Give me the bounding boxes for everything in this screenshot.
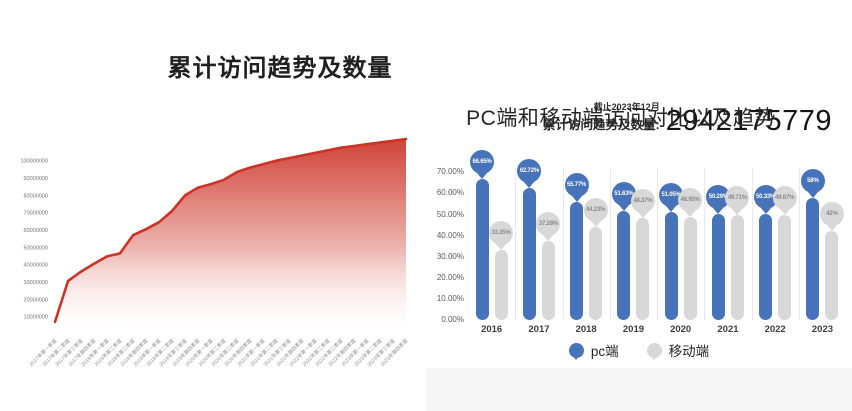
pc-bar xyxy=(570,202,584,320)
y-tick-label: 80000000 xyxy=(24,193,48,199)
year-label: 2018 xyxy=(575,324,597,335)
trend-line xyxy=(53,137,408,324)
bar-y-tick-label: 0.00% xyxy=(441,315,464,324)
footer-band xyxy=(426,368,852,411)
area-chart: 10000000 20000000 30000000 40000000 50000000… xyxy=(20,137,409,368)
legend-label: pc端 xyxy=(590,344,619,359)
mobile-value-balloon: 48.95% xyxy=(678,187,703,212)
y-tick-label: 30000000 xyxy=(24,280,48,286)
y-tick-label: 20000000 xyxy=(24,297,48,303)
pc-bar xyxy=(664,212,678,320)
mobile-value-balloon: 44.23% xyxy=(583,197,608,222)
pc-bar xyxy=(806,197,820,320)
group-separator xyxy=(704,168,706,320)
mobile-bar xyxy=(778,215,792,320)
bar-chart-x-axis: 2016 2017 2018 2019 2020 2021 2022 2023 xyxy=(468,324,846,338)
mobile-bar xyxy=(730,215,744,320)
bar-y-tick-label: 60.00% xyxy=(436,188,464,198)
pc-value-balloon: 66.65% xyxy=(470,150,495,175)
y-tick-label: 60000000 xyxy=(24,228,48,234)
right-chart-title: PC端和移动端访问对比以及趋势 xyxy=(466,107,776,131)
year-group: 55.77% 44.23% xyxy=(563,135,610,320)
year-group: 51.63% 48.37% xyxy=(610,135,657,320)
mobile-value-balloon: 37.28% xyxy=(536,212,561,237)
bar-y-tick-label: 40.00% xyxy=(436,230,464,240)
total-label: 累计访问趋势及数量: xyxy=(543,118,660,132)
y-tick-label: 90000000 xyxy=(24,176,48,182)
mobile-value-balloon: 33.35% xyxy=(489,220,514,245)
year-label: 2020 xyxy=(670,324,692,335)
pc-value-balloon: 55.77% xyxy=(564,173,589,198)
pc-bar xyxy=(711,213,725,320)
legend-marker-icon xyxy=(646,342,662,358)
year-label: 2021 xyxy=(717,324,739,335)
group-separator xyxy=(751,168,753,320)
left-chart-annotation: 截止2023年12月 累计访问趋势及数量: 2942175779 xyxy=(543,100,832,136)
bar-y-tick-label: 30.00% xyxy=(436,251,464,261)
group-separator xyxy=(609,168,611,320)
bar-y-tick-label: 10.00% xyxy=(436,293,464,303)
legend-marker-icon xyxy=(568,342,584,358)
total-value: 2942175779 xyxy=(665,105,832,137)
bar-y-tick-label: 20.00% xyxy=(436,272,464,282)
mobile-value-balloon: 49.67% xyxy=(772,186,797,211)
year-group: 62.72% 37.28% xyxy=(515,135,562,320)
mobile-bar xyxy=(494,249,508,320)
year-group: 50.29% 49.71% xyxy=(704,135,751,320)
y-tick-label: 100000000 xyxy=(20,159,48,165)
mobile-value-balloon: 42% xyxy=(819,202,844,227)
group-separator xyxy=(798,168,800,320)
year-group: 51.05% 48.95% xyxy=(657,135,704,320)
pc-bar xyxy=(617,211,631,320)
mobile-value-balloon: 48.37% xyxy=(630,188,655,213)
mobile-bar xyxy=(636,217,650,320)
year-label: 2016 xyxy=(481,324,503,335)
legend: pc端 移动端 xyxy=(426,340,852,360)
year-label: 2022 xyxy=(764,324,786,335)
group-separator xyxy=(515,168,517,320)
left-chart-title: 累计访问趋势及数量 xyxy=(167,55,393,83)
year-group: 58% 42% xyxy=(799,135,846,320)
pc-bar xyxy=(475,179,489,320)
year-group: 50.33% 49.67% xyxy=(752,135,799,320)
legend-item: pc端 xyxy=(568,340,619,360)
legend-label: 移动端 xyxy=(668,344,710,359)
pc-bar xyxy=(759,213,773,320)
group-separator xyxy=(657,168,658,320)
y-tick-label: 50000000 xyxy=(24,245,48,251)
y-tick-label: 40000000 xyxy=(24,263,48,269)
bar-y-tick-label: 70.00% xyxy=(436,167,464,177)
pc-value-balloon: 62.72% xyxy=(517,158,542,183)
bar-chart-y-axis: 0.00% 10.00% 20.00% 30.00% 40.00% 50.00% 60.00… xyxy=(426,135,464,324)
legend-item: 移动端 xyxy=(646,340,710,360)
y-tick-label: 10000000 xyxy=(24,315,48,321)
bar-y-tick-label: 50.00% xyxy=(436,209,464,219)
mobile-bar xyxy=(825,231,839,320)
annotation-labels: 截止2023年12月 累计访问趋势及数量: xyxy=(543,100,660,136)
area-fill xyxy=(55,139,406,334)
mobile-bar xyxy=(683,216,697,320)
y-tick-label: 70000000 xyxy=(24,211,48,217)
mobile-bar xyxy=(589,226,603,320)
year-label: 2019 xyxy=(622,324,645,335)
year-label: 2023 xyxy=(811,324,834,335)
group-separator xyxy=(562,168,564,320)
year-label: 2017 xyxy=(528,324,550,335)
bar-chart: 66.65% 33.35% 62.72% 37.28% 55.77% 44.23% 51.6… xyxy=(468,135,846,320)
mobile-bar xyxy=(541,241,555,320)
pc-bar xyxy=(522,187,536,320)
pc-value-balloon: 58% xyxy=(800,168,825,193)
mobile-value-balloon: 49.71% xyxy=(725,186,750,211)
as-of-date: 截止2023年12月 xyxy=(593,102,660,112)
year-group: 66.65% 33.35% xyxy=(468,135,515,320)
